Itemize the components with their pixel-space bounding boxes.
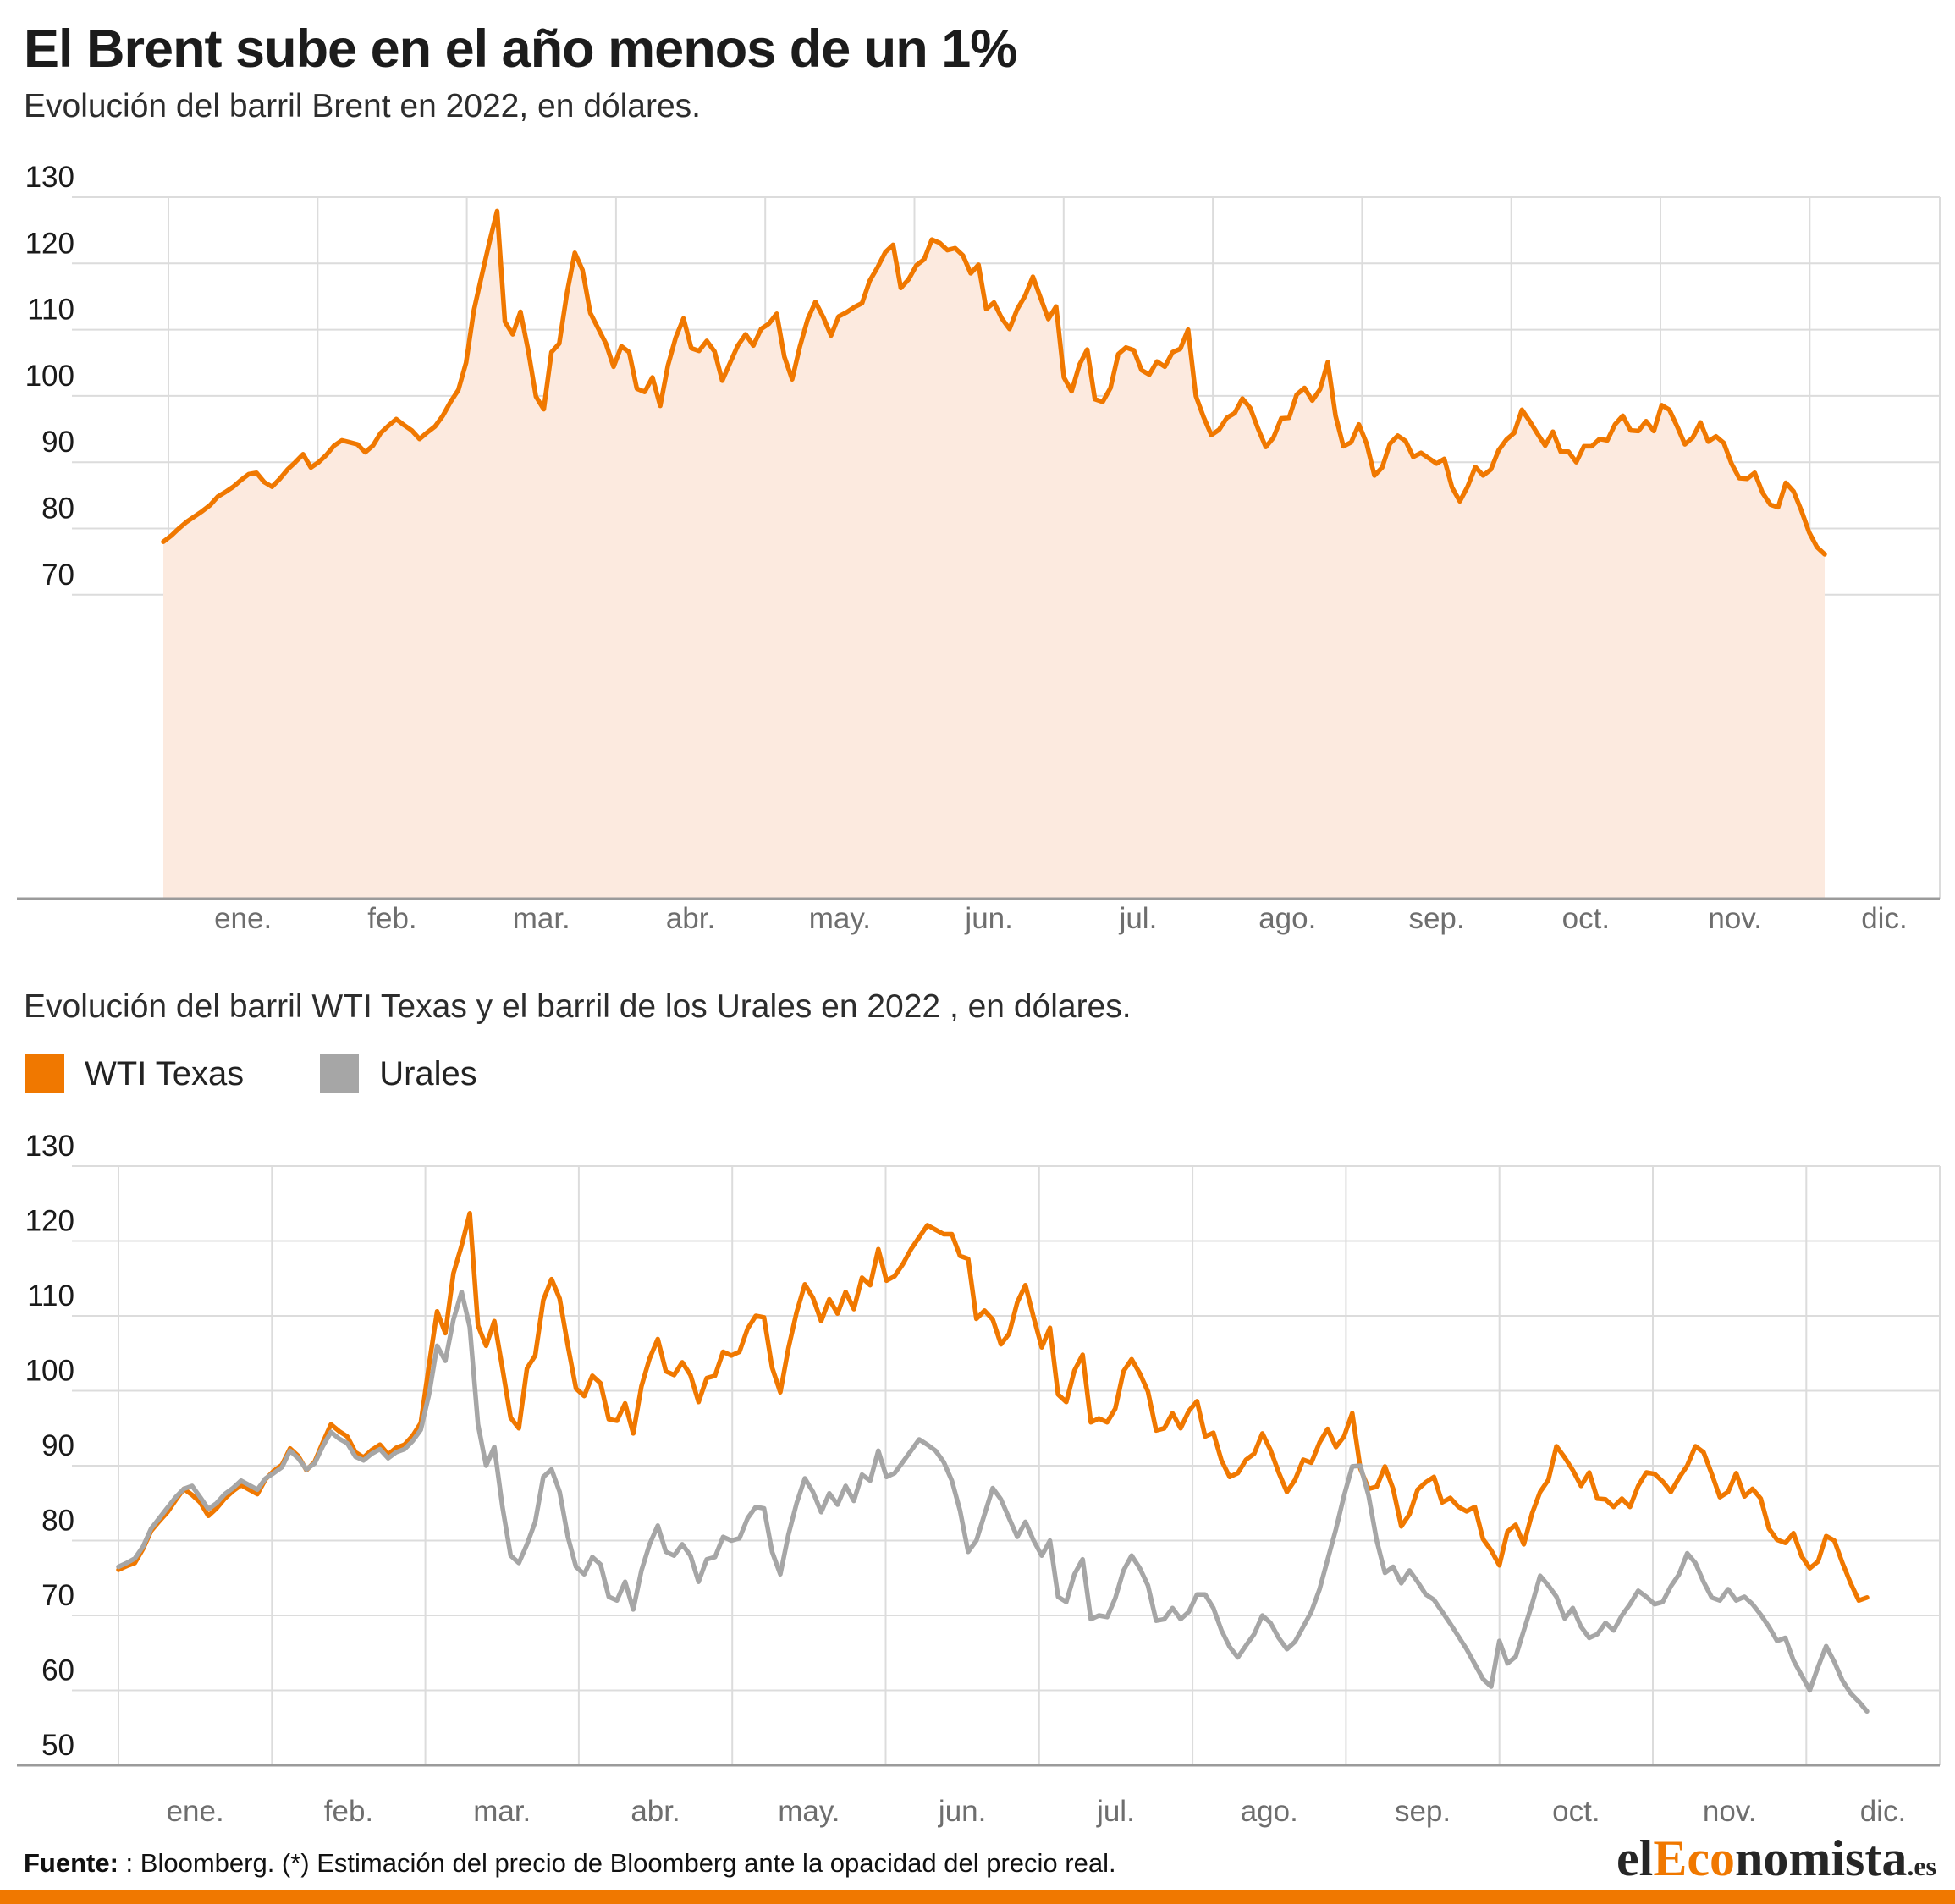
x-axis-month-label: sep. xyxy=(1408,902,1464,935)
legend: WTI Texas Urales xyxy=(25,1054,477,1093)
y-axis-tick-label: 80 xyxy=(41,1505,74,1538)
y-axis-tick-label: 60 xyxy=(41,1654,74,1687)
x-axis-month-label: nov. xyxy=(1703,1795,1757,1828)
y-axis-tick-label: 70 xyxy=(41,1579,74,1612)
y-axis-tick-label: 110 xyxy=(27,294,74,327)
x-axis-month-label: jun. xyxy=(938,1795,986,1828)
x-axis-month-label: feb. xyxy=(324,1795,373,1828)
logo-eco: Eco xyxy=(1653,1830,1735,1886)
brent-line xyxy=(161,208,1827,557)
y-axis-tick-label: 70 xyxy=(41,559,74,592)
logo-nomista: nomista xyxy=(1734,1830,1908,1886)
x-axis-month-label: oct. xyxy=(1562,902,1610,935)
x-axis-month-label: abr. xyxy=(666,902,715,935)
urales-line xyxy=(116,1289,1870,1714)
page-title: El Brent sube en el año menos de un 1% xyxy=(24,19,1017,79)
urales-legend-swatch xyxy=(320,1054,360,1093)
y-axis-tick-label: 120 xyxy=(25,1205,74,1238)
x-axis-month-label: sep. xyxy=(1395,1795,1451,1828)
x-axis-month-label: jul. xyxy=(1096,1795,1135,1828)
urales-legend-label: Urales xyxy=(379,1054,477,1092)
x-axis-month-label: ago. xyxy=(1241,1795,1298,1828)
wti-texas-line xyxy=(116,1211,1870,1604)
x-axis-month-label: may. xyxy=(778,1795,840,1828)
x-axis-month-label: abr. xyxy=(631,1795,680,1828)
y-axis-tick-label: 110 xyxy=(27,1279,74,1312)
x-axis-month-label: ene. xyxy=(214,902,272,935)
x-axis-month-label: oct. xyxy=(1552,1795,1600,1828)
area-fill xyxy=(163,211,1825,899)
wti-texas-legend-swatch xyxy=(25,1054,64,1093)
x-axis-month-label: mar. xyxy=(513,902,570,935)
bottom-accent-bar xyxy=(0,1890,1955,1904)
x-axis-month-label: feb. xyxy=(367,902,416,935)
y-axis-tick-label: 80 xyxy=(41,493,74,526)
logo-el: el xyxy=(1616,1830,1654,1886)
y-axis-tick-label: 100 xyxy=(25,1355,74,1388)
eleconomista-logo: elEconomista.es xyxy=(1616,1830,1936,1888)
x-axis-month-label: mar. xyxy=(473,1795,531,1828)
y-axis-tick-label: 50 xyxy=(41,1729,74,1762)
source-text: : Bloomberg. (*) Estimación del precio d… xyxy=(118,1848,1116,1878)
x-axis-month-label: may. xyxy=(809,902,871,935)
y-axis-tick-label: 130 xyxy=(25,161,74,194)
x-axis-month-label: ene. xyxy=(167,1795,224,1828)
y-axis-tick-label: 120 xyxy=(25,227,74,260)
y-axis-tick-label: 90 xyxy=(41,426,74,459)
y-axis-tick-label: 130 xyxy=(25,1130,74,1163)
x-axis-month-label: dic. xyxy=(1860,1795,1906,1828)
x-axis-month-label: jun. xyxy=(964,902,1012,935)
x-axis-month-label: ago. xyxy=(1258,902,1316,935)
wti-urales-chart: 130 120 110 100 90 80 70 60 50 ene. feb. mar. abr. ma… xyxy=(17,1130,1941,1828)
wti-texas-legend-label: WTI Texas xyxy=(85,1054,245,1092)
brent-chart-subtitle: Evolución del barril Brent en 2022, en d… xyxy=(24,88,701,124)
y-axis-tick-label: 90 xyxy=(41,1429,74,1462)
x-axis-month-label: nov. xyxy=(1708,902,1762,935)
wti-urales-chart-subtitle: Evolución del barril WTI Texas y el barr… xyxy=(24,988,1132,1025)
source-label: Fuente: xyxy=(24,1848,118,1878)
logo-es: .es xyxy=(1907,1851,1936,1881)
x-axis-month-label: dic. xyxy=(1861,902,1907,935)
y-axis-tick-label: 100 xyxy=(25,360,74,393)
source-note: Fuente: : Bloomberg. (*) Estimación del … xyxy=(24,1848,1116,1879)
brent-chart: 130 120 110 100 90 80 70 ene. feb. mar. abr. may. ju… xyxy=(17,161,1941,935)
x-axis-month-label: jul. xyxy=(1119,902,1158,935)
